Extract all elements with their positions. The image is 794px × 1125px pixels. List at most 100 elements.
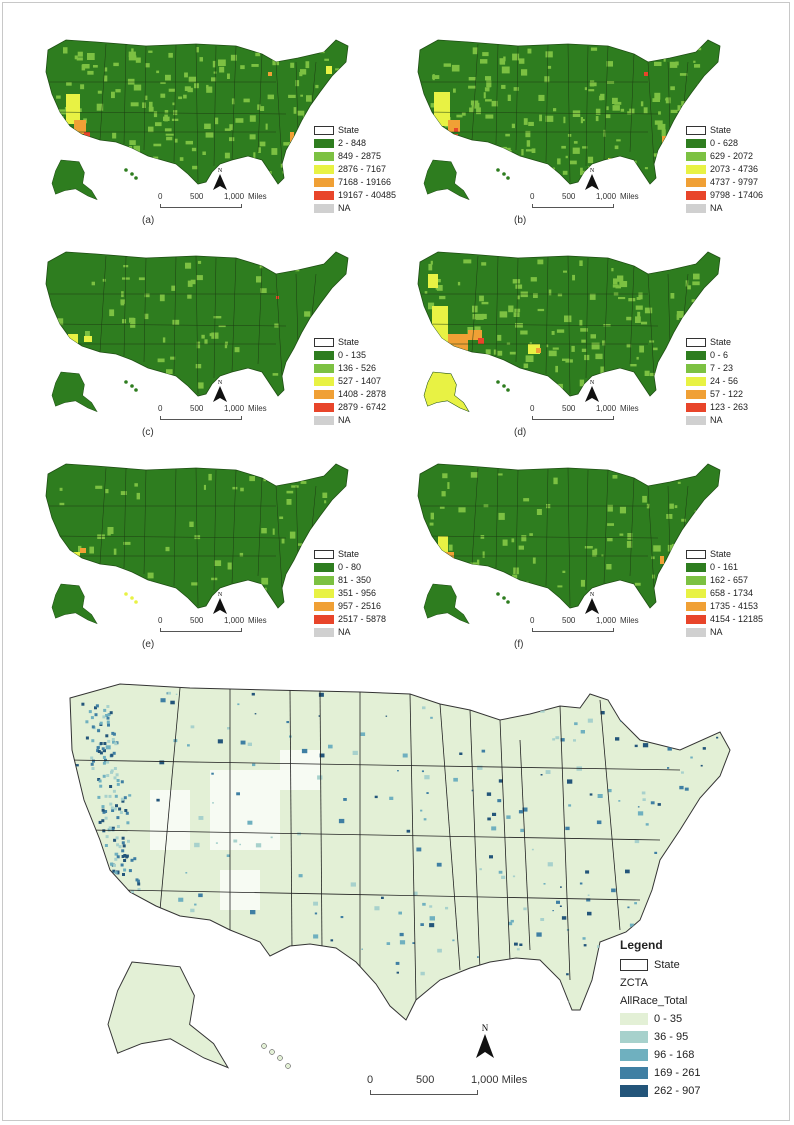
zcta-cell: [102, 715, 106, 719]
zcta-cell: [130, 907, 134, 911]
state-boundary: [683, 485, 689, 529]
zcta-cell: [514, 942, 518, 946]
legend-label: 7168 - 19166: [338, 177, 392, 187]
state-boundary: [667, 273, 671, 345]
zcta-cell: [104, 810, 108, 813]
county-cell: [644, 167, 648, 170]
county-cell: [639, 345, 644, 353]
zcta-cell: [629, 923, 635, 927]
zcta-cell: [477, 956, 479, 958]
zcta-cell: [381, 896, 384, 899]
county-cell: [218, 325, 226, 328]
state-boundary: [515, 469, 519, 575]
zcta-cell: [121, 799, 125, 803]
legend-label: NA: [338, 415, 351, 425]
zcta-cell: [112, 740, 115, 744]
state-boundary: [51, 111, 287, 115]
legend-class-row: 1735 - 4153: [686, 600, 763, 613]
zcta-cell: [634, 744, 638, 748]
county-cell: [677, 481, 681, 484]
county-cell: [675, 136, 684, 144]
zcta-cell: [254, 713, 257, 715]
scale-bar: 0 500 1,000 Miles: [158, 616, 280, 640]
zcta-cell: [663, 873, 667, 876]
legend-label: 0 - 6: [710, 350, 729, 360]
county-cell: [98, 148, 103, 152]
county-cell: [611, 268, 614, 272]
legend-class-row: 2073 - 4736: [686, 163, 763, 176]
county-cell: [430, 115, 434, 120]
county-cell: [505, 133, 510, 137]
legend-label: 527 - 1407: [338, 376, 382, 386]
county-cell: [196, 341, 201, 349]
county-cell: [208, 473, 212, 481]
county-cell: [179, 157, 184, 161]
panel-legend: State 2 - 848 849 - 2875 2876 - 7167 7168 - …: [314, 124, 396, 215]
zcta-cell: [106, 774, 110, 777]
scale-label: Miles: [248, 192, 267, 201]
county-cell: [259, 141, 266, 147]
county-cell: [432, 75, 440, 79]
county-cell: [444, 557, 449, 562]
county-cell: [257, 383, 264, 391]
county-cell: [499, 311, 508, 318]
county-cell: [571, 345, 575, 352]
county-cell: [300, 94, 303, 97]
choropleth-map: [45, 463, 349, 625]
zcta-cell: [104, 816, 108, 820]
county-cell: [525, 149, 533, 152]
county-cell: [518, 545, 524, 550]
scale-label: 0: [158, 192, 163, 201]
zcta-cell: [85, 720, 89, 724]
county-cell: [584, 354, 590, 361]
zcta-cell: [313, 901, 318, 906]
zcta-cell: [131, 890, 134, 893]
big-scale-bar: 0 500 1,000 Miles: [367, 1074, 550, 1100]
zcta-cell: [190, 725, 195, 729]
zcta-cell: [707, 800, 712, 805]
legend-class-row: 658 - 1734: [686, 587, 763, 600]
county-cell: [641, 321, 648, 325]
zcta-cell: [413, 893, 416, 896]
state-boundary: [311, 61, 317, 105]
legend-swatch: [314, 126, 334, 135]
scale-bar: 0 500 1,000 Miles: [158, 192, 280, 216]
county-cell: [653, 153, 662, 157]
county-cell: [155, 122, 162, 127]
county-cell: [324, 500, 327, 504]
zcta-cell: [361, 948, 363, 950]
zcta-cell: [239, 843, 241, 846]
state-boundary: [603, 45, 609, 161]
zcta-cell: [416, 847, 422, 852]
county-cell: [587, 156, 594, 164]
county-cell: [253, 152, 256, 158]
state-boundary: [231, 45, 237, 161]
county-cell: [665, 97, 671, 104]
sparse-area: [280, 750, 320, 790]
hawaii-island: [130, 596, 134, 600]
state-boundary: [439, 703, 461, 971]
zcta-cell: [105, 835, 109, 839]
county-cell: [215, 117, 219, 125]
county-cell: [120, 300, 125, 306]
county-cell: [138, 277, 145, 281]
scale-bar-line: [532, 416, 614, 420]
zcta-cell: [547, 862, 553, 867]
county-cell: [526, 140, 531, 147]
legend-swatch: [314, 576, 334, 585]
zcta-cell: [112, 789, 116, 793]
county-cell: [605, 114, 611, 119]
panel-caption: (b): [514, 215, 527, 226]
county-cell: [300, 69, 307, 75]
zcta-cell: [663, 704, 667, 707]
zcta-cell: [695, 724, 698, 727]
zcta-cell: [125, 811, 129, 815]
zcta-cell: [341, 960, 346, 964]
svg-text:N: N: [218, 380, 223, 386]
zcta-cell: [113, 838, 117, 842]
county-cell: [261, 577, 269, 585]
zcta-cell: [662, 741, 667, 745]
state-boundary: [629, 265, 635, 365]
zcta-cell: [318, 692, 324, 697]
county-cell: [97, 534, 105, 539]
